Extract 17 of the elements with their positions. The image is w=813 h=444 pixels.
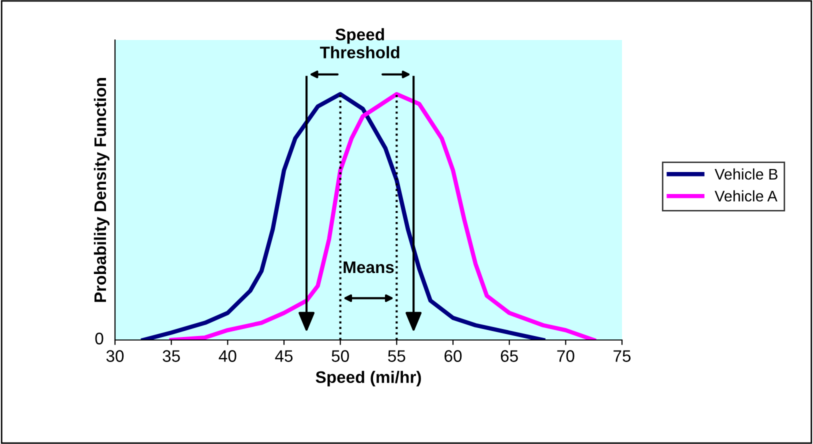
x-tick-label: 60 bbox=[444, 350, 462, 362]
legend-label: Vehicle B bbox=[714, 168, 778, 180]
x-tick-label: 35 bbox=[162, 350, 180, 362]
x-tick-label: 65 bbox=[500, 350, 518, 362]
x-tick-label: 55 bbox=[388, 350, 406, 362]
y-axis-title: Probability Density Function bbox=[94, 78, 110, 302]
x-tick-label: 45 bbox=[275, 350, 293, 362]
x-tick-label: 75 bbox=[614, 350, 631, 362]
x-tick-label: 40 bbox=[218, 350, 236, 362]
x-tick-label: 70 bbox=[557, 350, 574, 362]
x-tick-label: 30 bbox=[106, 350, 124, 362]
annotation: Means bbox=[344, 262, 394, 274]
text: 0 bbox=[95, 332, 104, 344]
x-axis-title: Speed (mi/hr) bbox=[316, 370, 421, 386]
x-tick-label: 50 bbox=[332, 350, 349, 362]
text: Speed Threshold bbox=[320, 28, 400, 58]
legend-label: Vehicle A bbox=[714, 190, 778, 202]
